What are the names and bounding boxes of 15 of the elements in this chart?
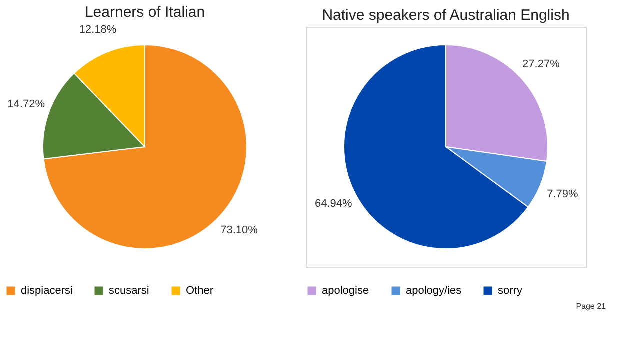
text: Page 21 (576, 302, 607, 311)
data-label: 14.72% (8, 98, 46, 111)
legend-label: sorry (498, 285, 523, 297)
data-label: 64.94% (314, 198, 352, 210)
data-label: 27.27% (522, 58, 560, 70)
legend-label: apologise (322, 285, 370, 297)
legend-label: apology/ies (406, 285, 462, 297)
data-label: 7.79% (547, 188, 578, 201)
legend-label: Other (186, 285, 214, 297)
legend-label: dispiacersi (21, 285, 73, 297)
chart-title: Learners of Italian (84, 4, 206, 22)
data-label: 73.10% (220, 224, 258, 237)
legend-label: scusarsi (109, 285, 150, 297)
chart-title: Native speakers of Australian English (322, 7, 570, 24)
data-label: 12.18% (79, 24, 117, 36)
